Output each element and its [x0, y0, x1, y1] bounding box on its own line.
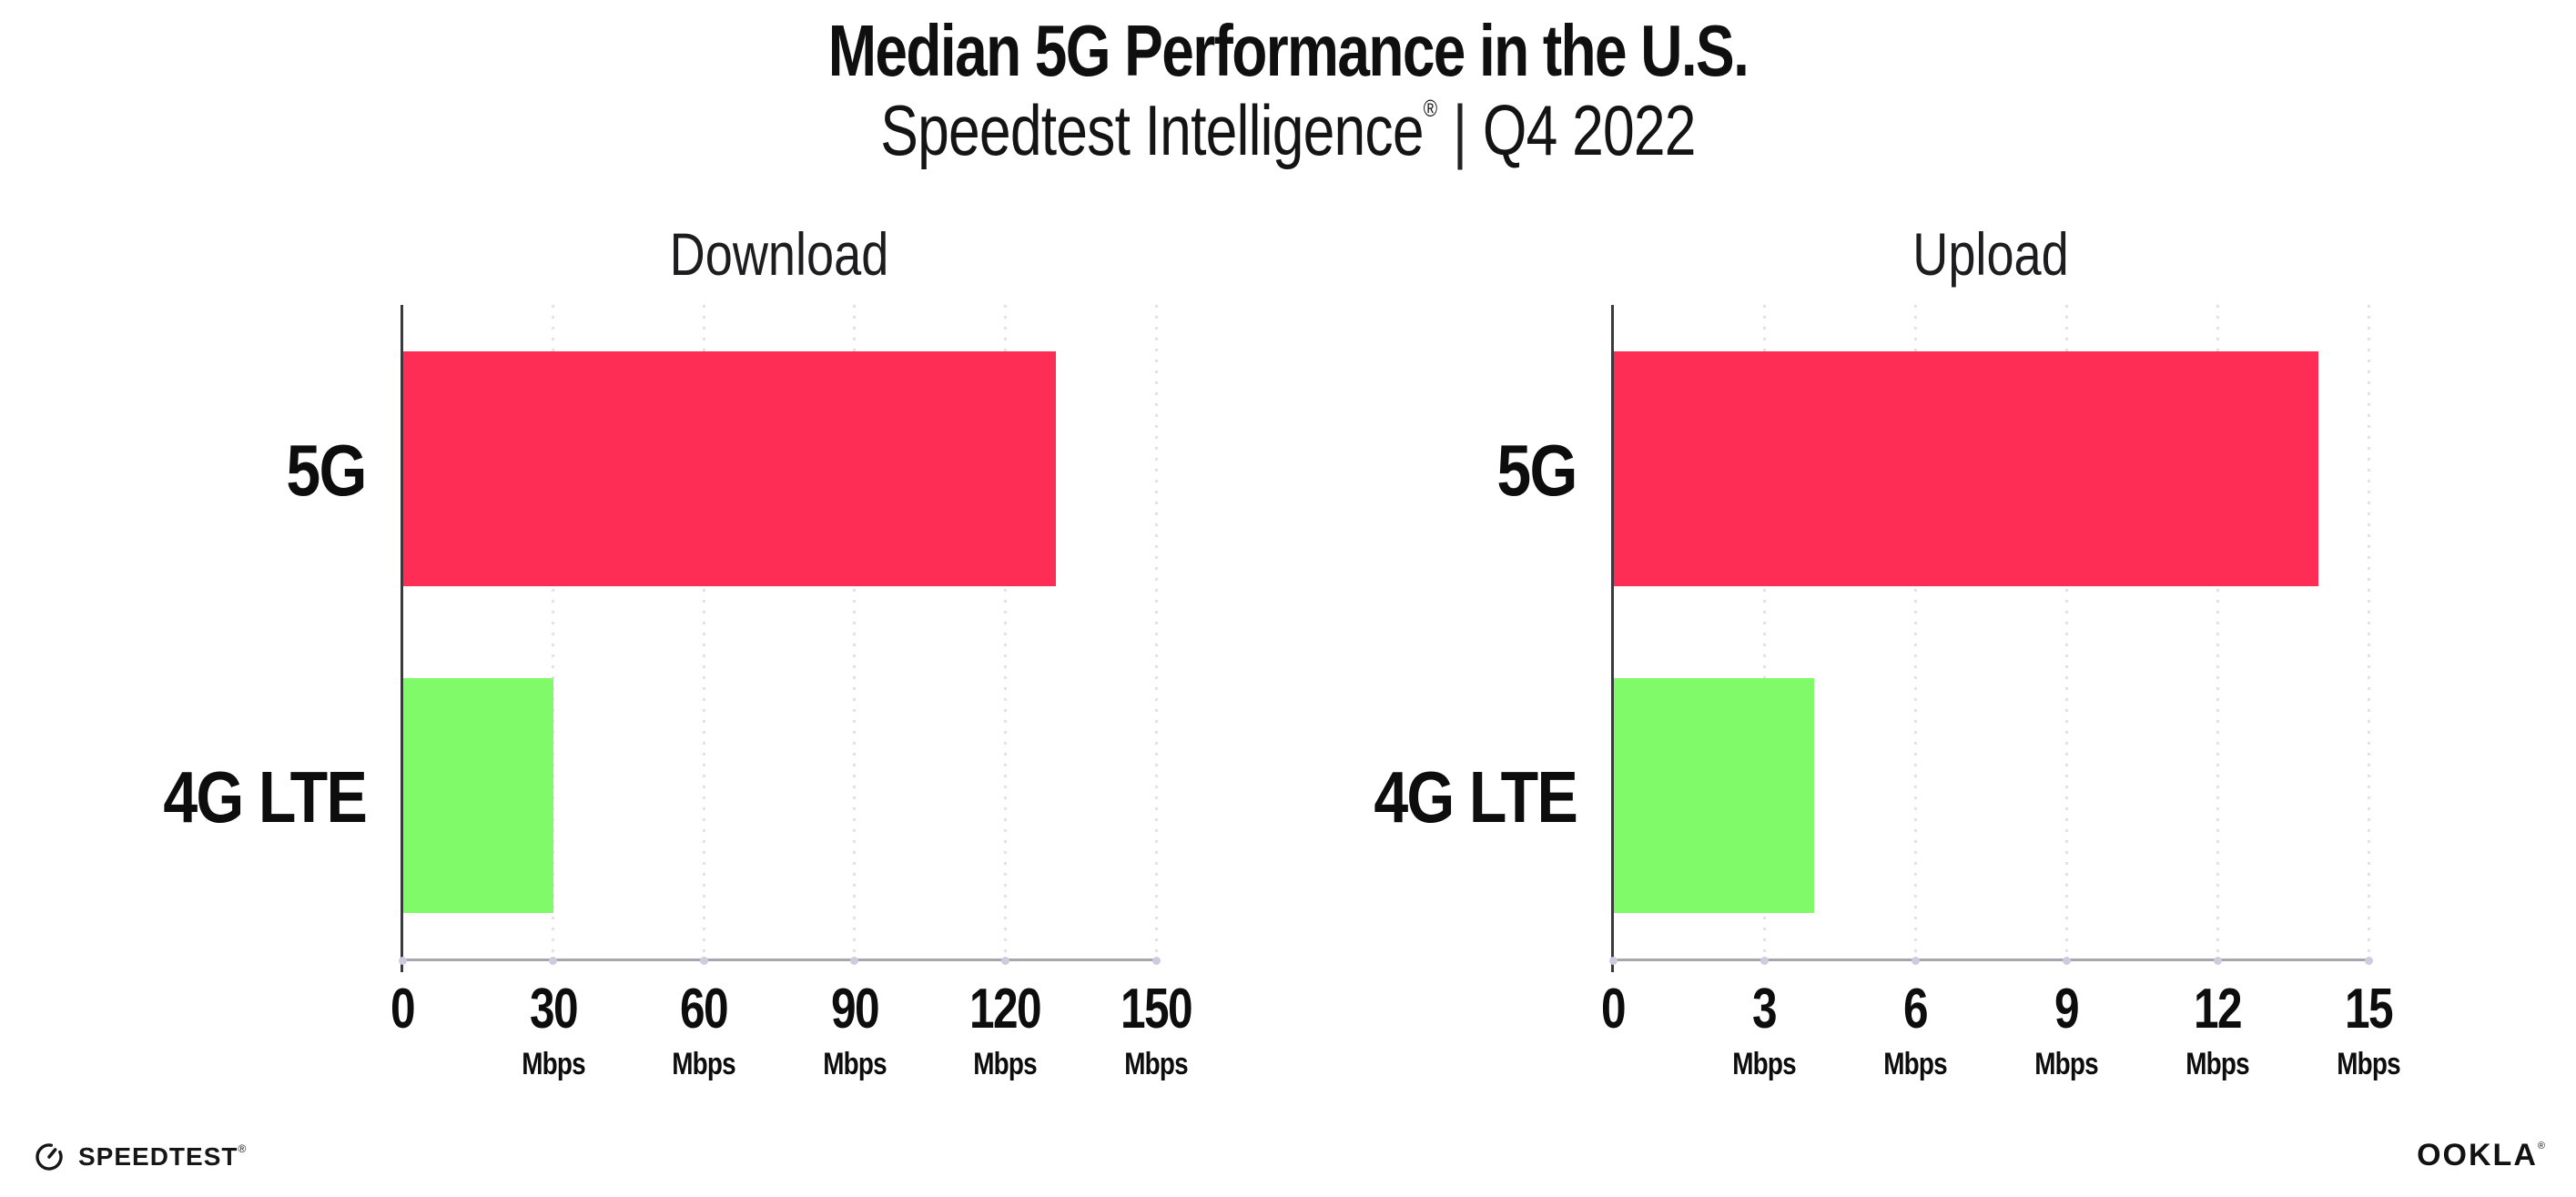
page-subtitle: Speedtest Intelligence® | Q4 2022 — [258, 95, 2318, 166]
y-axis-line — [1611, 305, 1614, 972]
chart-upload: Upload 0 3 Mbps 6 Mbps 9 Mbps 12 Mbps 15 Mbps 5G 4G … — [1374, 200, 2400, 1120]
x-axis-line — [1611, 959, 2372, 961]
axis-tick-dot — [1608, 956, 1618, 965]
x-tick-value: 9 — [2054, 978, 2080, 1040]
gridline — [1003, 305, 1007, 959]
bar-5g-download — [402, 350, 1056, 586]
gridline — [702, 305, 705, 959]
page-title: Median 5G Performance in the U.S. — [827, 10, 1749, 91]
x-tick-value: 3 — [1752, 978, 1778, 1040]
category-label-5g: 5G — [1496, 429, 1578, 511]
gridline — [1913, 305, 1917, 959]
axis-tick-dot — [699, 956, 708, 965]
axis-tick-dot — [1760, 956, 1769, 965]
subtitle-separator: | — [1452, 90, 1467, 170]
x-tick-value: 0 — [1601, 978, 1627, 1040]
chart-title-upload: Upload — [1912, 220, 2069, 288]
x-tick-unit: Mbps — [2337, 1047, 2400, 1081]
subtitle-period: Q4 2022 — [1482, 90, 1697, 170]
x-tick-unit: Mbps — [2186, 1047, 2249, 1081]
x-tick-value: 0 — [390, 978, 416, 1040]
bar-4g-lte-upload — [1613, 678, 1815, 914]
speedtest-logo: SPEEDTEST® — [33, 1138, 247, 1174]
x-tick-unit: Mbps — [1732, 1047, 1796, 1081]
bar-5g-upload — [1613, 350, 2318, 586]
bar-4g-lte-download — [402, 678, 553, 914]
axis-tick-dot — [1911, 956, 1920, 965]
axis-tick-dot — [1000, 956, 1009, 965]
x-tick-value: 90 — [830, 978, 880, 1040]
x-axis-line — [401, 959, 1160, 961]
x-tick-unit: Mbps — [1883, 1047, 1947, 1081]
gridline — [1762, 305, 1766, 959]
gridline — [1154, 305, 1158, 959]
gridline — [552, 305, 555, 959]
x-tick-unit: Mbps — [973, 1047, 1038, 1081]
registered-mark: ® — [1423, 95, 1437, 122]
x-tick-unit: Mbps — [823, 1047, 887, 1081]
axis-tick-dot — [2213, 956, 2222, 965]
x-tick-value: 12 — [2194, 978, 2243, 1040]
gridline — [2367, 305, 2370, 959]
category-label-5g: 5G — [286, 429, 368, 511]
chart-title-download: Download — [669, 220, 889, 288]
axis-tick-dot — [1151, 956, 1161, 965]
chart-download: Download 0 30 Mbps 60 Mbps 90 Mbps 120 Mbps 150 Mb… — [163, 200, 1192, 1120]
axis-tick-dot — [549, 956, 558, 965]
speedtest-registered-mark: ® — [238, 1141, 248, 1155]
x-tick-unit: Mbps — [672, 1047, 735, 1081]
subtitle-brand: Speedtest Intelligence — [880, 90, 1424, 170]
axis-tick-dot — [398, 956, 407, 965]
ookla-registered-mark: ® — [2537, 1141, 2545, 1151]
axis-tick-dot — [2364, 956, 2373, 965]
x-tick-value: 150 — [1121, 978, 1193, 1040]
x-tick-unit: Mbps — [521, 1047, 585, 1081]
x-tick-value: 15 — [2345, 978, 2394, 1040]
ookla-logo: OOKLA® — [2417, 1140, 2545, 1171]
x-tick-value: 60 — [680, 978, 729, 1040]
ookla-logo-text: OOKLA — [2417, 1138, 2538, 1172]
axis-tick-dot — [850, 956, 859, 965]
speedtest-logo-text: SPEEDTEST® — [78, 1141, 248, 1171]
gridline — [2216, 305, 2219, 959]
gridline — [2064, 305, 2068, 959]
axis-tick-dot — [2062, 956, 2071, 965]
x-tick-unit: Mbps — [1124, 1047, 1188, 1081]
x-tick-value: 120 — [969, 978, 1042, 1040]
y-axis-line — [401, 305, 403, 972]
x-tick-value: 30 — [529, 978, 579, 1040]
x-tick-value: 6 — [1903, 978, 1929, 1040]
category-label-4g-lte: 4G LTE — [163, 756, 367, 838]
x-tick-unit: Mbps — [2034, 1047, 2098, 1081]
speedtest-gauge-icon — [35, 1143, 63, 1171]
gridline — [853, 305, 857, 959]
category-label-4g-lte: 4G LTE — [1374, 756, 1577, 838]
